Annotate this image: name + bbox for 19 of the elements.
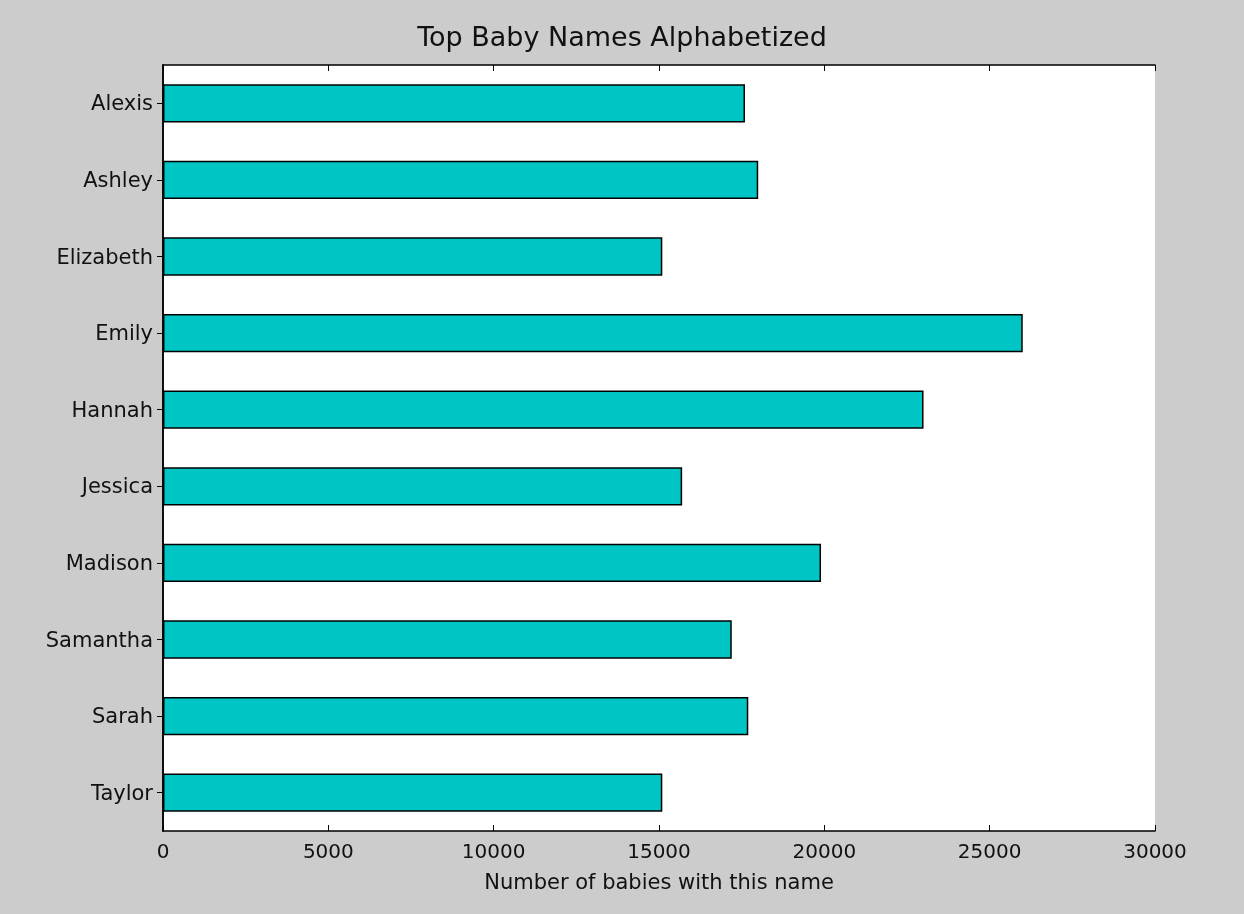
y-tick-label: Jessica bbox=[79, 474, 153, 499]
y-tick-label: Hannah bbox=[71, 397, 153, 422]
y-tick-label: Emily bbox=[95, 321, 153, 346]
x-tick-label: 25000 bbox=[957, 839, 1022, 863]
y-tick-label: Samantha bbox=[45, 627, 153, 652]
x-tick-label: 10000 bbox=[461, 839, 526, 863]
y-tick-label: Sarah bbox=[91, 704, 153, 729]
y-tick-label: Alexis bbox=[91, 91, 153, 116]
x-tick-label: 15000 bbox=[627, 839, 691, 863]
chart-title: Top Baby Names Alphabetized bbox=[416, 21, 827, 52]
y-tick-label: Elizabeth bbox=[56, 244, 153, 269]
x-tick-label: 5000 bbox=[302, 839, 354, 863]
y-tick-label: Taylor bbox=[90, 780, 154, 805]
y-tick-label: Ashley bbox=[83, 167, 153, 192]
x-tick-label: 0 bbox=[156, 839, 170, 863]
y-tick-label: Madison bbox=[65, 550, 153, 575]
x-tick-label: 20000 bbox=[792, 839, 857, 863]
x-tick-label: 30000 bbox=[1123, 839, 1187, 863]
x-axis-title: Number of babies with this name bbox=[484, 869, 834, 894]
